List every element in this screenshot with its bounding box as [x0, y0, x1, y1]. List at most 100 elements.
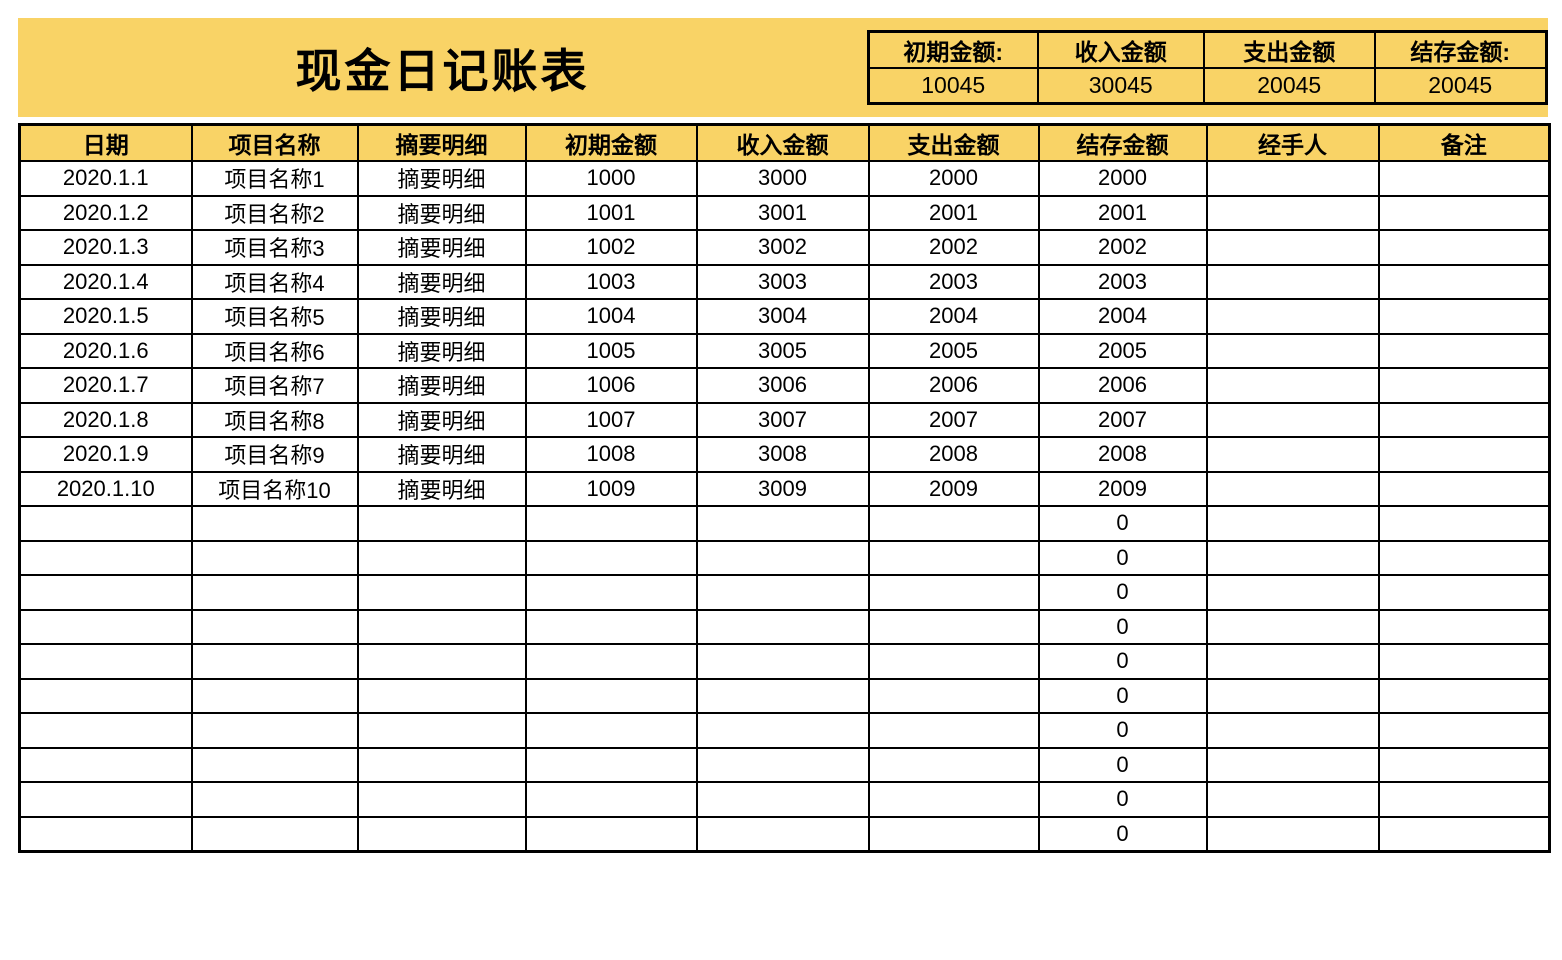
table-cell: 0 [1037, 643, 1208, 680]
table-cell [18, 608, 193, 645]
table-cell [356, 643, 527, 680]
table-row: 2020.1.8 项目名称8 摘要明细 1007 3007 2007 2007 [18, 401, 1551, 438]
header-cell: 日期 [18, 123, 193, 162]
table-cell: 3006 [695, 367, 870, 404]
table-cell [1377, 677, 1551, 714]
table-cell: 1009 [524, 470, 698, 507]
table-cell: 0 [1037, 608, 1208, 645]
table-cell: 摘要明细 [356, 194, 527, 231]
table-cell: 3002 [695, 229, 870, 266]
table-cell: 3008 [695, 436, 870, 473]
table-row: 0 [18, 746, 1551, 783]
table-cell [18, 505, 193, 542]
summary-value-expense: 20045 [1205, 69, 1376, 102]
table-cell [1205, 815, 1380, 852]
table-cell [1377, 643, 1551, 680]
table-cell [190, 815, 359, 852]
table-cell: 2005 [1037, 332, 1208, 369]
table-cell [524, 505, 698, 542]
table-cell [695, 677, 870, 714]
table-cell: 2020.1.3 [18, 229, 193, 266]
table-cell [1205, 194, 1380, 231]
table-cell: 0 [1037, 815, 1208, 852]
table-cell [524, 574, 698, 611]
summary-label-balance: 结存金额: [1375, 33, 1545, 69]
table-cell: 0 [1037, 677, 1208, 714]
table-row: 2020.1.6 项目名称6 摘要明细 1005 3005 2005 2005 [18, 332, 1551, 369]
table-cell [1377, 781, 1551, 818]
table-cell: 2003 [867, 263, 1040, 300]
table-cell [867, 712, 1040, 749]
table-row: 0 [18, 815, 1551, 852]
ledger-table: 日期 项目名称 摘要明细 初期金额 收入金额 支出金额 结存金额 经手人 备注 2020.1.1… [18, 123, 1551, 853]
table-cell: 2006 [867, 367, 1040, 404]
table-cell [356, 505, 527, 542]
table-row: 2020.1.10 项目名称10 摘要明细 1009 3009 2009 2009 [18, 470, 1551, 507]
table-row: 2020.1.7 项目名称7 摘要明细 1006 3006 2006 2006 [18, 367, 1551, 404]
table-cell: 1005 [524, 332, 698, 369]
summary-label-expense: 支出金额 [1205, 33, 1376, 69]
table-cell: 项目名称3 [190, 229, 359, 266]
table-cell [18, 712, 193, 749]
table-cell [18, 643, 193, 680]
table-cell: 0 [1037, 746, 1208, 783]
summary-label-initial: 初期金额: [870, 33, 1039, 69]
table-cell [1205, 229, 1380, 266]
table-cell [356, 608, 527, 645]
table-cell [1377, 367, 1551, 404]
header-cell: 支出金额 [867, 123, 1040, 162]
table-cell: 项目名称6 [190, 332, 359, 369]
table-cell: 0 [1037, 781, 1208, 818]
table-cell: 项目名称4 [190, 263, 359, 300]
table-cell: 2008 [1037, 436, 1208, 473]
table-cell [1377, 160, 1551, 197]
table-cell [1205, 160, 1380, 197]
table-cell [356, 574, 527, 611]
table-cell [1377, 401, 1551, 438]
table-cell: 3003 [695, 263, 870, 300]
table-cell [356, 712, 527, 749]
table-cell: 2020.1.4 [18, 263, 193, 300]
table-cell: 项目名称8 [190, 401, 359, 438]
table-cell [867, 781, 1040, 818]
table-cell [1205, 781, 1380, 818]
table-cell: 0 [1037, 712, 1208, 749]
table-cell [356, 815, 527, 852]
table-cell [1205, 367, 1380, 404]
table-cell: 1006 [524, 367, 698, 404]
table-cell [1377, 229, 1551, 266]
table-cell [867, 505, 1040, 542]
table-cell: 1002 [524, 229, 698, 266]
table-cell: 2007 [867, 401, 1040, 438]
header-cell: 项目名称 [190, 123, 359, 162]
header-cell: 摘要明细 [356, 123, 527, 162]
table-cell: 1007 [524, 401, 698, 438]
table-cell [1377, 298, 1551, 335]
table-cell: 2020.1.1 [18, 160, 193, 197]
table-cell [1205, 505, 1380, 542]
table-cell [1377, 574, 1551, 611]
table-cell: 3000 [695, 160, 870, 197]
table-cell: 2020.1.9 [18, 436, 193, 473]
table-cell [190, 539, 359, 576]
table-cell [695, 781, 870, 818]
table-cell [190, 505, 359, 542]
table-cell [1205, 298, 1380, 335]
table-cell: 2002 [867, 229, 1040, 266]
table-row: 0 [18, 505, 1551, 542]
table-cell: 2000 [867, 160, 1040, 197]
table-cell [1205, 539, 1380, 576]
table-cell [190, 746, 359, 783]
table-cell: 摘要明细 [356, 332, 527, 369]
header-cell: 结存金额 [1037, 123, 1208, 162]
table-cell: 3005 [695, 332, 870, 369]
table-cell [18, 746, 193, 783]
table-cell [190, 608, 359, 645]
table-cell [695, 574, 870, 611]
table-cell [524, 712, 698, 749]
table-row: 2020.1.2 项目名称2 摘要明细 1001 3001 2001 2001 [18, 194, 1551, 231]
table-row: 0 [18, 712, 1551, 749]
table-cell [1205, 677, 1380, 714]
table-row: 0 [18, 608, 1551, 645]
table-cell: 2001 [1037, 194, 1208, 231]
